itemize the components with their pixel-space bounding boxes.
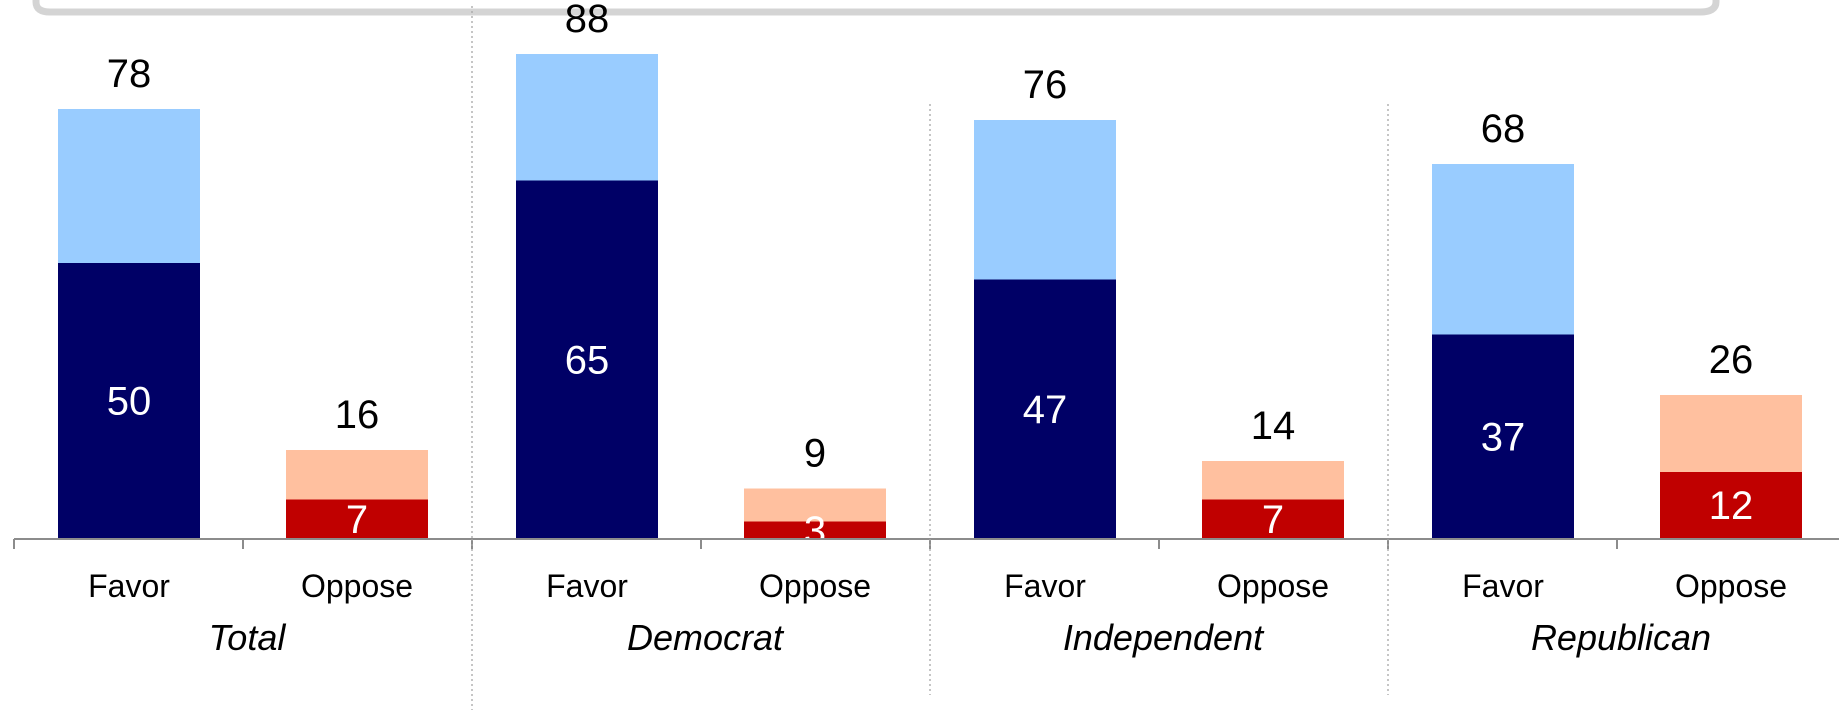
bar-total-label: 76 [1023, 63, 1068, 107]
bar-inner-segment [744, 521, 886, 538]
bar-total-label: 9 [804, 432, 826, 476]
category-tick-label: Oppose [1675, 568, 1787, 604]
category-tick-label: Favor [546, 568, 628, 604]
bar-outer-segment [1202, 461, 1344, 500]
bar-outer-segment [286, 450, 428, 500]
top-frame-edge [32, 0, 1720, 16]
bar-inner-segment [1202, 499, 1344, 538]
bar-inner-label: 7 [346, 498, 368, 542]
category-tick-label: Oppose [759, 568, 871, 604]
bar-inner-segment [974, 279, 1116, 538]
bar-total-label: 14 [1251, 404, 1296, 448]
bar-inner-segment [1660, 472, 1802, 538]
bar-total-label: 26 [1709, 338, 1754, 382]
category-tick-label: Favor [1004, 568, 1086, 604]
bar-outer-segment [974, 120, 1116, 280]
bar-inner-label: 12 [1709, 484, 1754, 528]
bar-outer-segment [1432, 164, 1574, 335]
group-label: Independent [1063, 617, 1265, 658]
group-label: Democrat [627, 617, 785, 658]
bar-inner-segment [516, 180, 658, 538]
bar-inner-label: 50 [107, 380, 152, 424]
bar-total-label: 16 [335, 393, 380, 437]
bar-inner-label: 37 [1481, 415, 1526, 459]
category-tick-label: Favor [1462, 568, 1544, 604]
bar-inner-segment [286, 499, 428, 538]
bar-inner-label: 65 [565, 338, 610, 382]
group-label: Total [209, 617, 287, 658]
bar-inner-segment [58, 263, 200, 538]
group-label: Republican [1531, 617, 1711, 658]
bar-total-label: 78 [107, 52, 152, 96]
category-tick-label: Oppose [301, 568, 413, 604]
bar-inner-label: 47 [1023, 388, 1068, 432]
bar-inner-segment [1432, 334, 1574, 538]
bar-inner-label: 7 [1262, 498, 1284, 542]
bar-outer-segment [744, 488, 886, 522]
bar-outer-segment [58, 109, 200, 263]
axis-mask [0, 539, 1839, 711]
category-tick-label: Favor [88, 568, 170, 604]
bar-outer-segment [1660, 395, 1802, 472]
bar-total-label: 88 [565, 0, 610, 41]
category-tick-label: Oppose [1217, 568, 1329, 604]
bar-outer-segment [516, 54, 658, 181]
bar-total-label: 68 [1481, 107, 1526, 151]
